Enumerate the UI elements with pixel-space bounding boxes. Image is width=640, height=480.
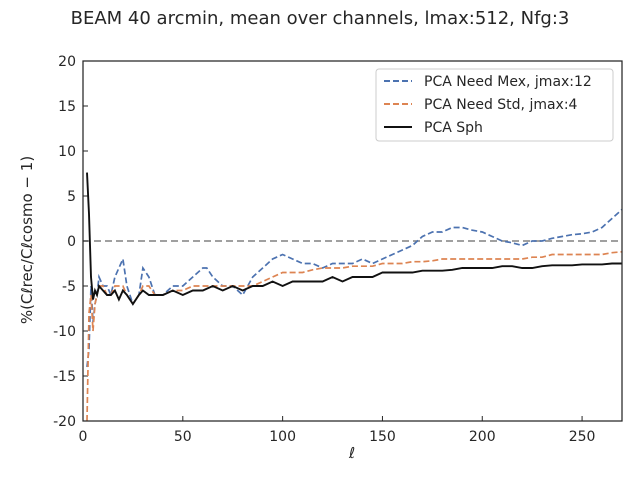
x-tick-label: 250 xyxy=(569,429,596,445)
y-tick-label: 0 xyxy=(67,234,76,250)
legend-label-sph: PCA Sph xyxy=(424,120,483,136)
legend-box xyxy=(375,68,614,142)
legend-label-need-std: PCA Need Std, jmax:4 xyxy=(424,97,578,113)
series-line-sph xyxy=(86,172,622,306)
y-tick-label: 5 xyxy=(67,189,76,205)
legend-label-need-mex: PCA Need Mex, jmax:12 xyxy=(424,74,592,90)
legend: PCA Need Mex, jmax:12 PCA Need Std, jmax… xyxy=(375,68,614,142)
series-layer xyxy=(86,172,622,421)
x-tick-label: 150 xyxy=(369,429,396,445)
x-tick-label: 200 xyxy=(469,429,496,445)
chart-title: BEAM 40 arcmin, mean over channels, lmax… xyxy=(71,8,570,29)
y-tick-label: 20 xyxy=(58,54,76,70)
y-tick-label: -5 xyxy=(62,279,76,295)
y-tick-label: -15 xyxy=(53,369,76,385)
x-tick-label: 50 xyxy=(174,429,192,445)
series-line-need-std xyxy=(86,250,622,421)
x-tick-label: 0 xyxy=(79,429,88,445)
x-tick-label: 100 xyxy=(269,429,296,445)
y-tick-label: 15 xyxy=(58,99,76,115)
x-axis-label: ℓ xyxy=(348,444,355,462)
y-axis-label: %(Cℓrec/Cℓcosmo − 1) xyxy=(18,156,36,324)
plot-frame xyxy=(82,60,623,422)
axis-ticks: 0 50 100 150 200 250 -20 -15 -10 -5 0 5 10 15 20 xyxy=(53,54,595,445)
y-tick-label: -20 xyxy=(53,414,76,430)
y-tick-label: -10 xyxy=(53,324,76,340)
series-line-need-mex xyxy=(86,208,622,368)
y-tick-label: 10 xyxy=(58,144,76,160)
